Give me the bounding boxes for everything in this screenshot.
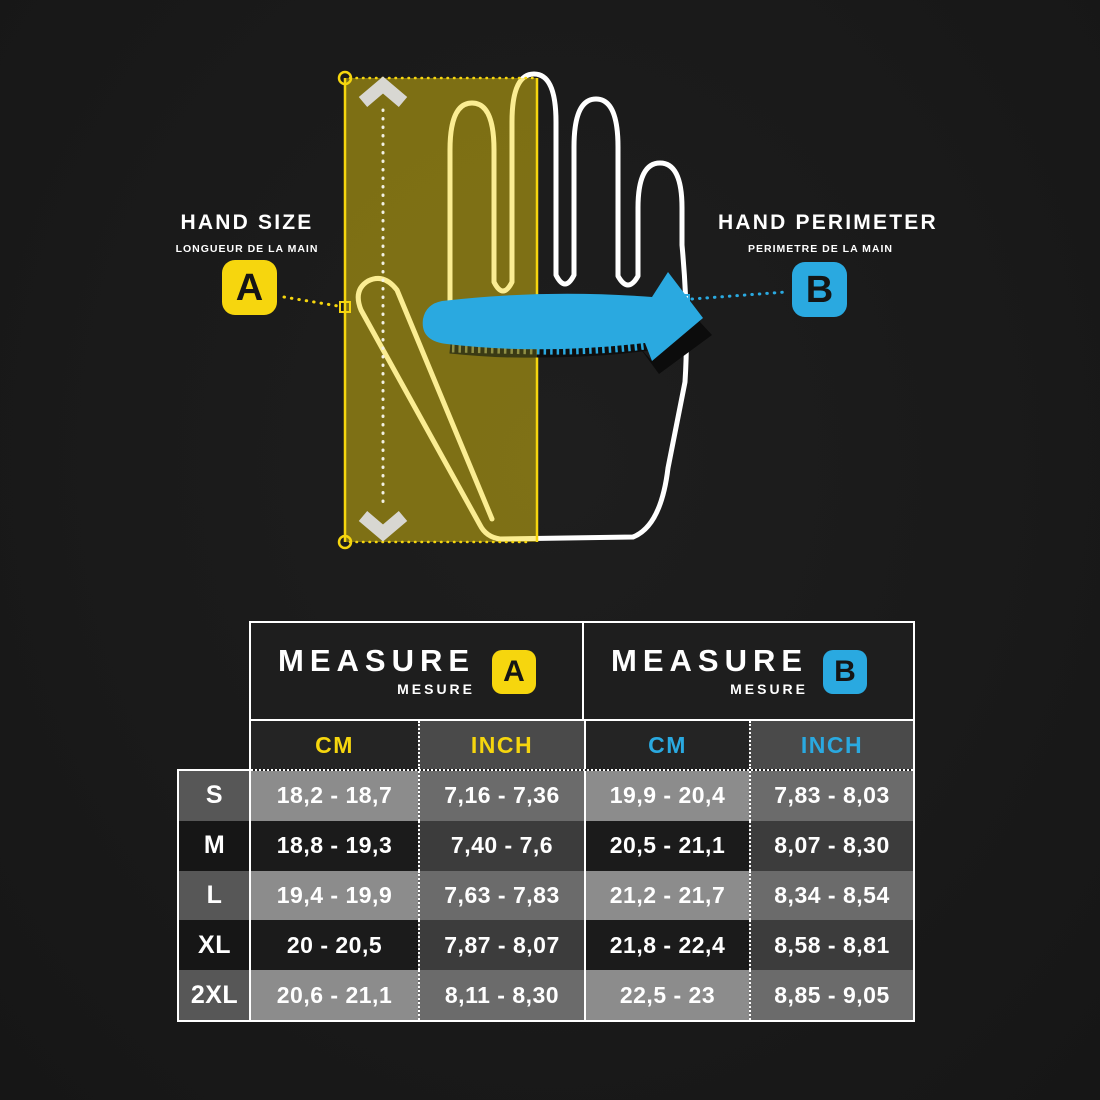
cell-inch-a: 7,16 - 7,36 [418,771,584,821]
cell-cm-b: 22,5 - 23 [584,970,749,1020]
measure-a-header: MEASURE MESURE A [251,623,584,719]
size-row-label: L [179,870,250,921]
measure-b-title: MEASURE [611,643,809,679]
cell-inch-b: 7,83 - 8,03 [749,771,913,821]
measure-a-badge: A [222,260,277,315]
cell-cm-b: 21,8 - 22,4 [584,920,749,971]
size-row-label: 2XL [179,970,250,1020]
cell-inch-b: 8,34 - 8,54 [749,870,913,921]
hand-size-title: HAND SIZE [180,211,314,234]
size-row-label: XL [179,920,250,971]
zone-corner-ring-top [337,70,353,86]
hand-perimeter-subtitle: PERIMETRE DE LA MAIN [747,243,894,255]
column-header-cm-a: CM [251,721,418,769]
measurements-table: MEASURE MESURE A MEASURE MESURE B CM INC… [249,621,915,1022]
table-header-row: MEASURE MESURE A MEASURE MESURE B [251,623,913,721]
table-row: 19,4 - 19,9 7,63 - 7,83 21,2 - 21,7 8,34… [251,870,913,921]
measure-b-header: MEASURE MESURE B [584,623,913,719]
cell-cm-b: 19,9 - 20,4 [584,771,749,821]
cell-inch-b: 8,58 - 8,81 [749,920,913,971]
arrow-head-shadow [640,319,712,374]
measure-b-title-block: MEASURE MESURE [611,645,808,697]
table-row: 18,2 - 18,7 7,16 - 7,36 19,9 - 20,4 7,83… [251,771,913,821]
size-row-label: M [179,820,250,871]
cell-cm-a: 18,2 - 18,7 [251,771,418,821]
zone-corner-ring-bottom [337,534,353,550]
table-row: 20,6 - 21,1 8,11 - 8,30 22,5 - 23 8,85 -… [251,970,913,1020]
measure-b-badge: B [792,262,847,317]
hand-perimeter-label: HAND PERIMETER PERIMETRE DE LA MAIN [718,211,938,255]
table-row: 18,8 - 19,3 7,40 - 7,6 20,5 - 21,1 8,07 … [251,820,913,871]
header-badge-a: A [492,650,536,694]
cell-inch-b: 8,07 - 8,30 [749,820,913,871]
size-row-label: S [179,771,250,821]
callout-a-anchor-square [339,301,351,313]
cell-inch-b: 8,85 - 9,05 [749,970,913,1020]
arrow-shadow-band-left [449,342,538,358]
size-label-column: S M L XL 2XL [177,769,250,1022]
measure-a-title-block: MEASURE MESURE [278,645,475,697]
callout-a-dotted-connector [282,295,340,308]
column-header-cm-b: CM [584,721,749,769]
hand-size-label: HAND SIZE LONGUEUR DE LA MAIN [147,211,347,255]
arrow-shadow-band-right [536,339,649,358]
column-header-inch-b: INCH [749,721,913,769]
hand-outline [355,71,689,542]
cell-inch-a: 7,40 - 7,6 [418,820,584,871]
cell-inch-a: 7,63 - 7,83 [418,870,584,921]
perimeter-arrow [422,272,703,361]
column-header-inch-a: INCH [418,721,584,769]
cell-cm-a: 20 - 20,5 [251,920,418,971]
cell-cm-a: 19,4 - 19,9 [251,870,418,921]
unit-header-row: CM INCH CM INCH [251,721,913,771]
cell-cm-b: 21,2 - 21,7 [584,870,749,921]
measure-a-subtitle: MESURE [397,680,476,697]
callout-b-anchor-square [678,294,690,306]
cell-inch-a: 7,87 - 8,07 [418,920,584,971]
ruler-ticks-left [451,343,538,355]
table-body: 18,2 - 18,7 7,16 - 7,36 19,9 - 20,4 7,83… [251,771,913,1020]
header-badge-b: B [823,650,867,694]
callout-b-dotted-connector [690,290,788,301]
cell-inch-a: 8,11 - 8,30 [418,970,584,1020]
cell-cm-b: 20,5 - 21,1 [584,820,749,871]
cell-cm-a: 18,8 - 19,3 [251,820,418,871]
measure-a-title: MEASURE [278,643,476,679]
table-row: 20 - 20,5 7,87 - 8,07 21,8 - 22,4 8,58 -… [251,920,913,971]
hand-size-zone-overlay [345,78,537,542]
ruler-ticks-right [536,339,655,355]
measure-b-subtitle: MESURE [730,680,809,697]
hand-size-subtitle: LONGUEUR DE LA MAIN [175,243,319,255]
cell-cm-a: 20,6 - 21,1 [251,970,418,1020]
arrow-down-chevron [358,511,408,542]
arrow-up-chevron [358,76,408,107]
hand-perimeter-title: HAND PERIMETER [718,211,938,234]
